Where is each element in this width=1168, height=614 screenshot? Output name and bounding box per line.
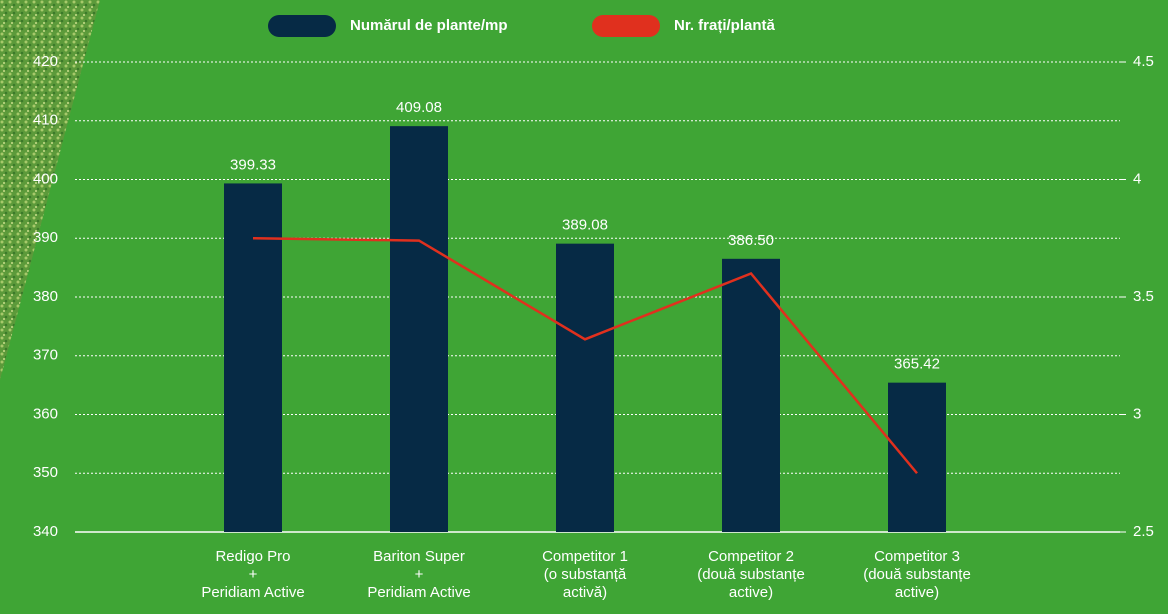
x-tick-label: + [415, 566, 424, 583]
x-tick-label: active) [895, 584, 939, 601]
x-tick-label: Competitor 1 [542, 548, 628, 565]
y-tick-label: 390 [33, 229, 58, 246]
y-tick-label: 400 [33, 170, 58, 187]
x-tick-label: Bariton Super [373, 548, 465, 565]
y-tick-label: 340 [33, 523, 58, 540]
x-tick-label: (două substanțe [863, 566, 971, 583]
y-tick-label: 380 [33, 288, 58, 305]
legend-swatch [268, 15, 336, 37]
x-tick-label: Peridiam Active [367, 584, 470, 601]
legend-label: Numărul de plante/mp [350, 17, 508, 34]
legend-label: Nr. frați/plantă [674, 17, 776, 34]
x-tick-label: activă) [563, 584, 607, 601]
y-tick-label: 370 [33, 347, 58, 364]
x-tick-label: Redigo Pro [215, 548, 290, 565]
y2-tick-label: 4.5 [1133, 53, 1154, 70]
legend-swatch [592, 15, 660, 37]
y2-tick-label: 3.5 [1133, 288, 1154, 305]
data-label: 389.08 [562, 217, 608, 234]
y2-tick-label: 3 [1133, 405, 1141, 422]
y-tick-label: 410 [33, 112, 58, 129]
bar [722, 258, 780, 532]
x-tick-label: Competitor 2 [708, 548, 794, 565]
grass-texture [0, 0, 100, 380]
x-tick-label: Competitor 3 [874, 548, 960, 565]
y-tick-label: 350 [33, 464, 58, 481]
x-tick-label: + [249, 566, 258, 583]
x-tick-label: (o substanță [544, 566, 627, 583]
data-label: 386.50 [728, 232, 774, 249]
x-tick-label: (două substanțe [697, 566, 805, 583]
bar [556, 243, 614, 532]
data-label: 365.42 [894, 356, 940, 373]
y2-tick-label: 4 [1133, 170, 1141, 187]
y-tick-label: 420 [33, 53, 58, 70]
x-tick-label: active) [729, 584, 773, 601]
y2-tick-label: 2.5 [1133, 523, 1154, 540]
bar [224, 183, 282, 532]
data-label: 399.33 [230, 156, 276, 173]
data-label: 409.08 [396, 99, 442, 116]
y-tick-label: 360 [33, 405, 58, 422]
bar [888, 382, 946, 532]
x-tick-label: Peridiam Active [201, 584, 304, 601]
bar [390, 126, 448, 532]
line [252, 237, 918, 475]
